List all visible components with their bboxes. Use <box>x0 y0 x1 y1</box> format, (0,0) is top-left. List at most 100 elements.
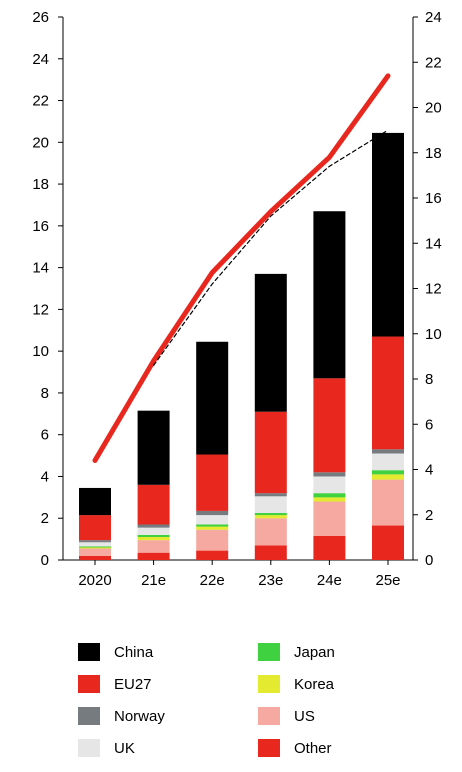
bar-segment-norway <box>254 493 287 497</box>
bar-segment-norway <box>313 472 346 477</box>
left-tick-label: 8 <box>41 385 49 402</box>
right-tick-label: 14 <box>425 235 442 252</box>
bar-segment-japan <box>313 493 346 498</box>
left-tick-label: 14 <box>32 260 49 277</box>
legend-swatch <box>258 739 280 757</box>
bar-segment-other <box>137 552 170 560</box>
left-tick-label: 10 <box>32 343 49 360</box>
labels-layer: 0246810121416182022242602468101214161820… <box>32 9 441 589</box>
left-tick-label: 16 <box>32 218 49 235</box>
bar-segment-eu27 <box>313 378 346 473</box>
left-tick-label: 26 <box>32 9 49 26</box>
bar-segment-uk <box>196 515 229 525</box>
legend-swatch <box>78 707 100 725</box>
right-tick-label: 2 <box>425 507 433 524</box>
bar-segment-us <box>137 540 170 553</box>
bar-segment-norway <box>137 524 170 528</box>
bar-segment-uk <box>79 542 111 547</box>
bar-segment-us <box>254 518 287 546</box>
right-tick-label: 24 <box>425 9 442 26</box>
bar-segment-korea <box>313 497 346 502</box>
legend-swatch <box>258 675 280 693</box>
right-tick-label: 0 <box>425 552 433 569</box>
right-tick-label: 12 <box>425 281 442 298</box>
bar-segment-us <box>372 479 404 526</box>
legend-item-uk: UK <box>78 738 135 758</box>
legend-item-us: US <box>258 706 315 726</box>
bar-segment-japan <box>79 546 111 548</box>
legend-label: Japan <box>294 643 335 661</box>
legend-item-china: China <box>78 642 153 662</box>
x-tick-label: 25e <box>375 572 400 589</box>
legend-item-norway: Norway <box>78 706 165 726</box>
bar-segment-norway <box>372 449 404 454</box>
lines-layer <box>92 73 391 463</box>
chart-legend: China EU27 Norway UK Japan Korea US Other <box>78 642 418 772</box>
legend-item-korea: Korea <box>258 674 334 694</box>
legend-swatch <box>258 707 280 725</box>
legend-swatch <box>258 643 280 661</box>
bar-segment-other <box>313 535 346 560</box>
right-tick-label: 18 <box>425 145 442 162</box>
x-tick-label: 23e <box>258 572 283 589</box>
legend-label: Korea <box>294 675 335 693</box>
bar-segment-china <box>254 273 287 412</box>
legend-label: EU27 <box>114 675 152 693</box>
legend-swatch <box>78 643 100 661</box>
left-tick-label: 2 <box>41 510 49 527</box>
solid-trend-line <box>92 73 391 463</box>
bar-segment-uk <box>372 453 404 471</box>
left-tick-label: 22 <box>32 93 49 110</box>
x-tick-label: 2020 <box>78 572 111 589</box>
bar-segment-eu27 <box>196 454 229 511</box>
axes-layer <box>58 16 418 565</box>
bar-segment-norway <box>79 540 111 543</box>
bar-segment-eu27 <box>79 515 111 541</box>
bar-segment-japan <box>372 470 404 475</box>
x-tick-label: 22e <box>200 572 225 589</box>
legend-label: US <box>294 707 315 725</box>
bar-segment-uk <box>137 527 170 535</box>
bar-segment-us <box>313 501 346 536</box>
legend-swatch <box>78 675 100 693</box>
bar-segment-korea <box>196 526 229 530</box>
right-tick-label: 22 <box>425 54 442 71</box>
bar-segment-eu27 <box>254 411 287 494</box>
right-tick-label: 6 <box>425 416 433 433</box>
right-tick-label: 4 <box>425 462 433 479</box>
left-tick-label: 6 <box>41 427 49 444</box>
left-tick-label: 24 <box>32 51 49 68</box>
legend-item-eu27: EU27 <box>78 674 152 694</box>
bars-layer <box>79 132 404 560</box>
bar-segment-korea <box>372 474 404 480</box>
bar-segment-japan <box>254 513 287 516</box>
bar-segment-uk <box>313 476 346 494</box>
bar-segment-us <box>79 548 111 556</box>
bar-segment-uk <box>254 496 287 514</box>
bar-segment-other <box>372 525 404 560</box>
legend-label: UK <box>114 739 135 757</box>
right-tick-label: 8 <box>425 371 433 388</box>
left-tick-label: 4 <box>41 468 49 485</box>
x-tick-label: 24e <box>317 572 342 589</box>
bar-segment-other <box>254 545 287 560</box>
bar-segment-eu27 <box>372 336 404 450</box>
right-tick-label: 16 <box>425 190 442 207</box>
dashed-trend-line <box>153 129 389 367</box>
left-tick-label: 18 <box>32 176 49 193</box>
right-tick-label: 10 <box>425 326 442 343</box>
bar-segment-china <box>196 341 229 455</box>
bar-segment-other <box>196 550 229 560</box>
legend-swatch <box>78 739 100 757</box>
bar-segment-china <box>137 410 170 485</box>
legend-label: Norway <box>114 707 165 725</box>
bar-segment-china <box>313 211 346 379</box>
bar-segment-korea <box>79 547 111 549</box>
bar-segment-korea <box>254 515 287 519</box>
bar-segment-japan <box>196 524 229 527</box>
x-tick-label: 21e <box>141 572 166 589</box>
legend-item-japan: Japan <box>258 642 335 662</box>
bar-segment-us <box>196 529 229 551</box>
stacked-bar-line-chart: 0246810121416182022242602468101214161820… <box>32 9 441 589</box>
left-tick-label: 20 <box>32 134 49 151</box>
